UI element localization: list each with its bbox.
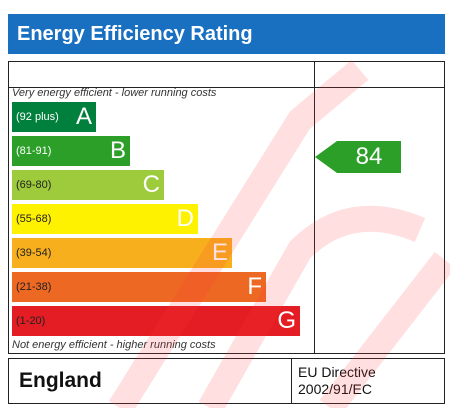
current-rating-arrow: 84 <box>315 141 401 173</box>
current-rating-value: 84 <box>355 143 383 170</box>
band-letter: A <box>75 103 92 130</box>
band-letter: C <box>142 171 160 198</box>
band-range: (39-54) <box>16 247 52 259</box>
band-range: (81-91) <box>16 145 52 157</box>
rating-band-a: (92 plus) A <box>12 102 96 132</box>
column-divider <box>314 62 315 353</box>
footer-box: England EU Directive 2002/91/EC <box>8 358 445 404</box>
caption-inefficient: Not energy efficient - higher running co… <box>12 339 216 351</box>
band-letter: B <box>109 137 126 164</box>
header-row-divider <box>9 87 444 88</box>
band-range: (69-80) <box>16 179 52 191</box>
caption-efficient: Very energy efficient - lower running co… <box>12 87 217 99</box>
footer-divider <box>291 359 292 403</box>
rating-band-c: (69-80) C <box>12 170 164 200</box>
arrow-shape <box>315 141 401 173</box>
rating-band-g: (1-20) G <box>12 306 300 336</box>
rating-band-d: (55-68) D <box>12 204 198 234</box>
rating-band-b: (81-91) B <box>12 136 130 166</box>
band-letter: E <box>211 239 228 266</box>
directive-label: EU Directive 2002/91/EC <box>298 364 376 398</box>
band-range: (1-20) <box>16 315 46 327</box>
country-label: England <box>19 369 102 392</box>
band-range: (21-38) <box>16 281 52 293</box>
band-letter: F <box>247 273 262 300</box>
header-bar: Energy Efficiency Rating <box>8 14 445 54</box>
band-letter: D <box>176 205 194 232</box>
rating-band-f: (21-38) F <box>12 272 266 302</box>
directive-line-2: 2002/91/EC <box>298 381 372 397</box>
band-range: (55-68) <box>16 213 52 225</box>
page-title: Energy Efficiency Rating <box>17 22 253 45</box>
directive-line-1: EU Directive <box>298 364 376 380</box>
rating-chart: Very energy efficient - lower running co… <box>8 61 445 354</box>
band-range: (92 plus) <box>16 111 59 123</box>
band-letter: G <box>277 307 296 334</box>
rating-band-e: (39-54) E <box>12 238 232 268</box>
